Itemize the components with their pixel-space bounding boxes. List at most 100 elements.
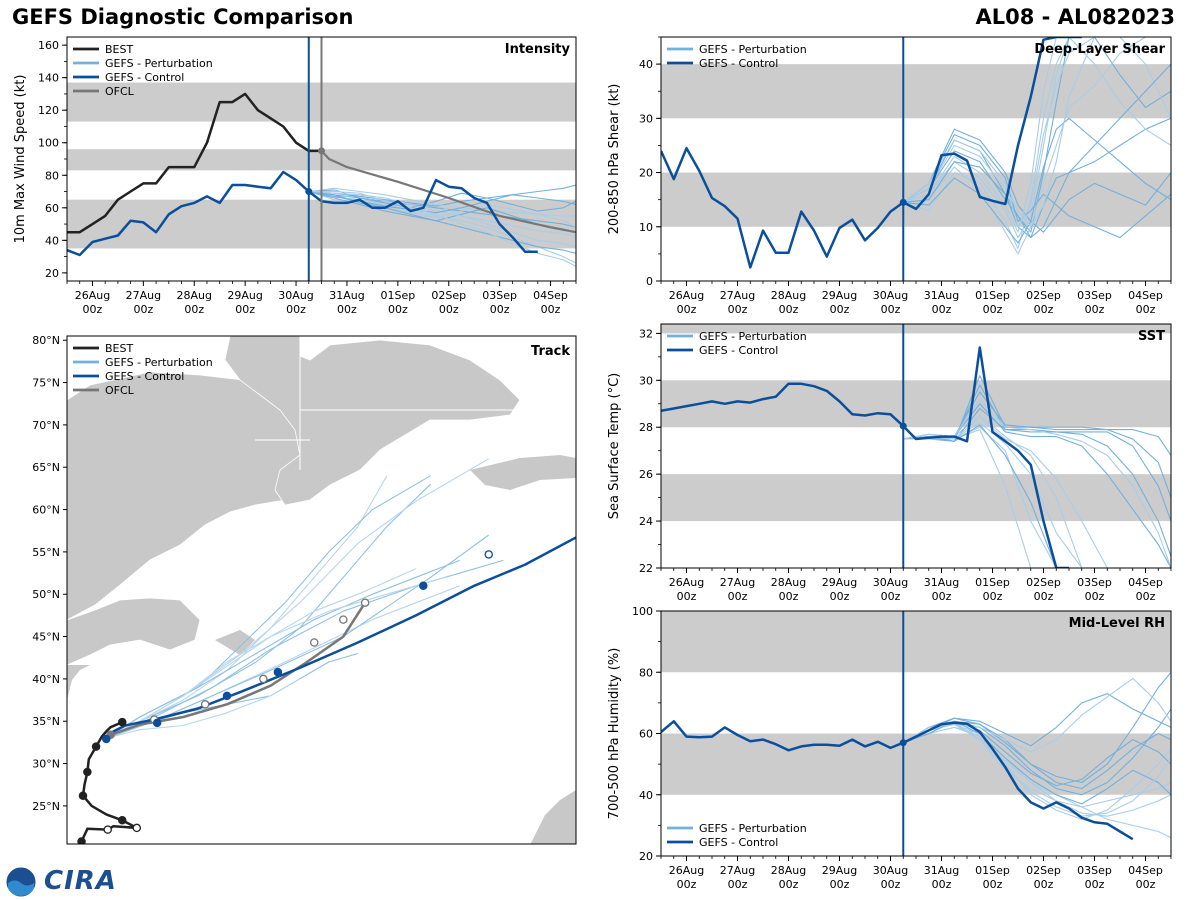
cira-logo: CIRA <box>44 866 117 896</box>
ofcl-position-dot <box>259 674 268 684</box>
x-tick-label: 29Aug <box>822 576 857 589</box>
best-position-dot <box>78 791 88 800</box>
x-tick-label: 27Aug <box>720 576 755 589</box>
best-position-dot <box>118 816 127 825</box>
noaa-seal <box>5 866 37 898</box>
x-tick-label: 00z <box>881 878 901 891</box>
x-tick-label: 00z <box>1136 590 1156 603</box>
perturbation-line <box>903 424 1171 568</box>
x-tick-label: 00z <box>184 303 204 316</box>
x-tick-label: 02Sep <box>431 289 466 302</box>
lat-tick-label: 80°N <box>32 334 60 347</box>
x-tick-label: 00z <box>728 303 748 316</box>
legend-label: BEST <box>105 342 133 355</box>
x-tick-label: 03Sep <box>1077 576 1112 589</box>
x-tick-label: 03Sep <box>482 289 517 302</box>
x-tick-label: 01Sep <box>380 289 415 302</box>
y-tick-label: 10 <box>639 221 653 234</box>
x-tick-label: 00z <box>881 590 901 603</box>
lat-tick-label: 40°N <box>32 673 60 686</box>
y-tick-label: 80 <box>639 666 653 679</box>
x-tick-label: 00z <box>388 303 408 316</box>
y-tick-label: 100 <box>38 137 59 150</box>
x-tick-label: 29Aug <box>227 289 262 302</box>
plot-area <box>661 671 1171 841</box>
x-tick-label: 26Aug <box>75 289 110 302</box>
y-tick-label: 24 <box>639 515 653 528</box>
x-tick-label: 00z <box>490 303 510 316</box>
x-tick-label: 00z <box>1085 878 1105 891</box>
control-init-marker <box>899 198 907 206</box>
control-line <box>67 170 538 257</box>
x-tick-label: 02Sep <box>1026 864 1061 877</box>
x-tick-label: 28Aug <box>771 864 806 877</box>
x-tick-label: 04Sep <box>533 289 568 302</box>
x-tick-label: 01Sep <box>975 864 1010 877</box>
best-position-dot <box>83 767 92 777</box>
x-tick-label: 29Aug <box>822 289 857 302</box>
x-tick-label: 30Aug <box>873 289 908 302</box>
x-tick-label: 00z <box>286 303 306 316</box>
x-tick-label: 26Aug <box>669 864 704 877</box>
x-tick-label: 26Aug <box>669 576 704 589</box>
control-position-dot <box>484 550 493 559</box>
x-tick-label: 00z <box>439 303 459 316</box>
y-tick-label: 80 <box>45 169 59 182</box>
legend-label: GEFS - Control <box>105 71 184 84</box>
map-land <box>67 336 576 844</box>
perturbation-line <box>903 723 1171 817</box>
panel-title: Deep-Layer Shear <box>1034 42 1165 57</box>
perturbation-line <box>308 187 576 217</box>
y-tick-label: 160 <box>38 39 59 52</box>
ofcl-position-dot <box>200 700 210 709</box>
lat-tick-label: 30°N <box>32 758 60 771</box>
control-line <box>661 720 1134 841</box>
y-tick-label: 20 <box>639 167 653 180</box>
x-tick-label: 02Sep <box>1026 576 1061 589</box>
y-axis-label: 10m Max Wind Speed (kt) <box>13 75 28 244</box>
best-position-dot <box>91 742 101 751</box>
x-tick-label: 30Aug <box>873 864 908 877</box>
x-tick-label: 31Aug <box>924 864 959 877</box>
x-tick-label: 00z <box>235 303 255 316</box>
y-tick-label: 60 <box>639 728 653 741</box>
control-line <box>661 346 1069 568</box>
band <box>661 611 1171 673</box>
legend-label: OFCL <box>105 85 135 98</box>
panel-title: Intensity <box>505 42 571 57</box>
perturbation-line <box>903 37 1171 239</box>
best-position-dot <box>118 717 127 727</box>
perturbation-line <box>902 37 1171 228</box>
legend-label: GEFS - Perturbation <box>699 330 807 343</box>
band <box>661 172 1171 227</box>
x-tick-label: 28Aug <box>771 576 806 589</box>
x-tick-label: 00z <box>830 878 850 891</box>
y-tick-label: 40 <box>639 789 653 802</box>
control-position-dot <box>102 734 111 744</box>
band <box>661 733 1171 795</box>
perturbation-line <box>308 184 576 207</box>
x-tick-label: 31Aug <box>329 289 364 302</box>
y-tick-label: 20 <box>639 850 653 863</box>
legend-label: GEFS - Perturbation <box>699 43 807 56</box>
band <box>661 474 1171 522</box>
plot-frame <box>660 323 1172 569</box>
perturbation-line <box>902 128 1171 233</box>
x-tick-label: 31Aug <box>924 289 959 302</box>
perturbation-line <box>308 190 576 267</box>
best-line <box>67 92 322 234</box>
y-tick-label: 0 <box>646 275 653 288</box>
panel-shear: 01020304026Aug00z27Aug00z28Aug00z29Aug00… <box>607 36 1172 316</box>
x-tick-label: 00z <box>779 590 799 603</box>
control-line <box>661 37 1082 269</box>
control-position-dot <box>152 718 162 728</box>
panel-intensity: 2040608010012014016026Aug00z27Aug00z28Au… <box>13 36 577 316</box>
legend-label: GEFS - Control <box>105 370 184 383</box>
legend-label: OFCL <box>105 384 135 397</box>
band <box>661 324 1171 334</box>
ofcl-line <box>320 150 576 234</box>
panel-title: Track <box>531 344 570 359</box>
perturbation-line <box>903 37 1171 228</box>
control-init-marker <box>899 422 907 430</box>
